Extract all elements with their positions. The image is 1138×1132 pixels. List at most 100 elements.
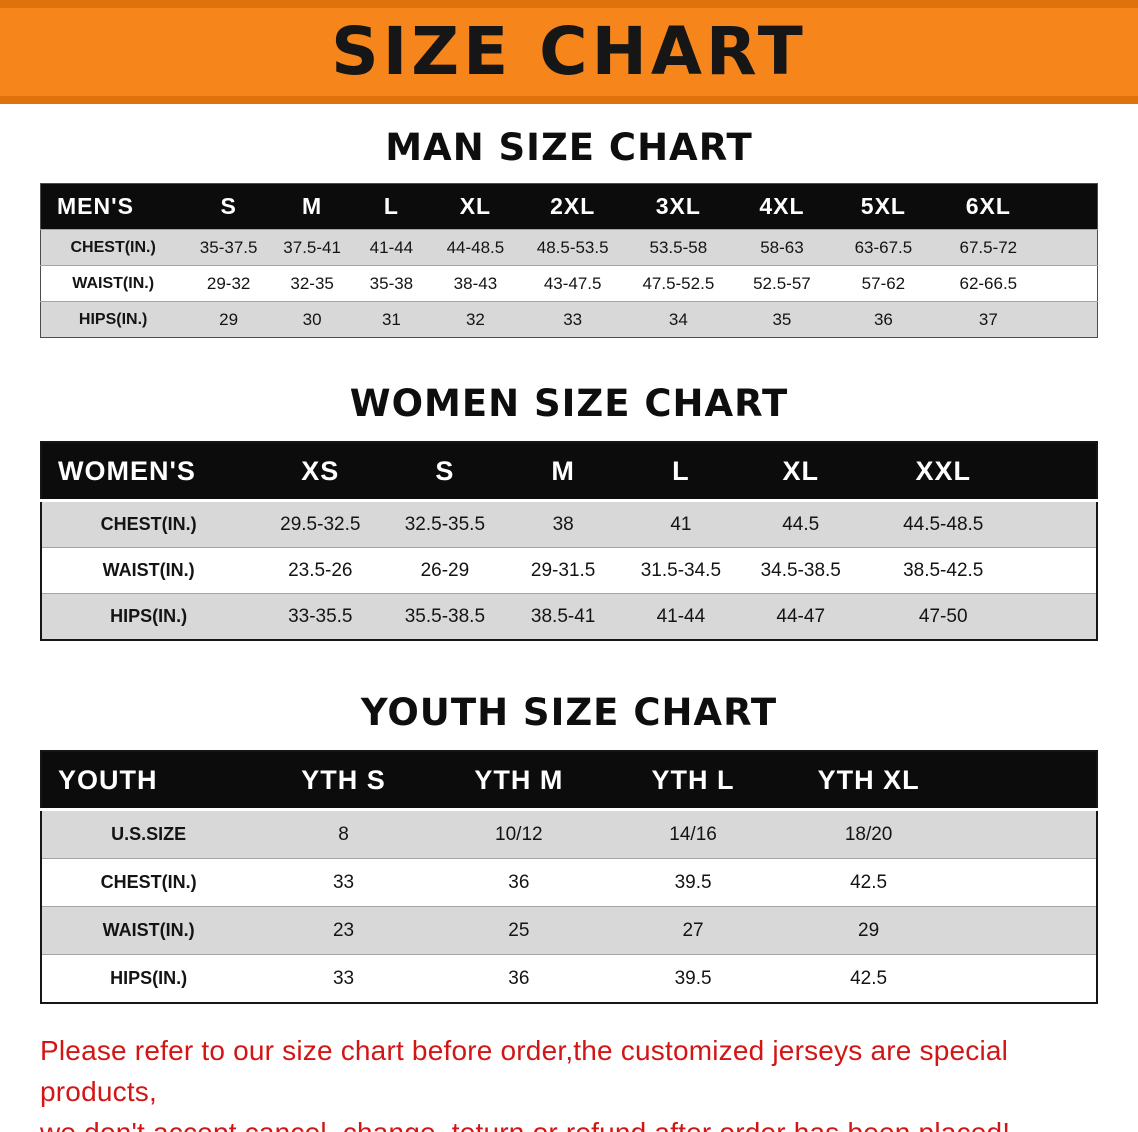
size-value: 33 xyxy=(255,954,432,1003)
size-column-header: S xyxy=(185,183,272,230)
size-column-header: 3XL xyxy=(624,183,732,230)
size-value: 32-35 xyxy=(271,265,353,302)
size-value: 37 xyxy=(934,301,1098,338)
size-value: 23.5-26 xyxy=(255,547,386,594)
size-value: 33 xyxy=(255,858,432,907)
size-value: 35.5-38.5 xyxy=(385,593,505,640)
size-value: 18/20 xyxy=(780,809,1097,859)
disclaimer-line-1: Please refer to our size chart before or… xyxy=(40,1035,1009,1107)
size-column-header: M xyxy=(271,183,353,230)
youth-size-table: YOUTH YTH S YTH M YTH L YTH XL U.S.SIZE 8 10/12… xyxy=(40,750,1098,1004)
size-table: MEN'S S M L XL 2XL 3XL 4XL 5XL 6XL CHEST(IN.) 35-37… xyxy=(40,183,1098,338)
size-column-header: 4XL xyxy=(731,183,833,230)
measurement-label: WAIST(IN.) xyxy=(41,906,256,955)
header-row: MEN'S S M L XL 2XL 3XL 4XL 5XL 6XL xyxy=(40,183,1098,230)
size-value: 36 xyxy=(431,858,606,907)
size-column-header: XS xyxy=(255,442,386,502)
page-title: SIZE CHART xyxy=(331,13,807,90)
table-row: CHEST(IN.) 33 36 39.5 42.5 xyxy=(41,858,1097,907)
size-value: 31 xyxy=(352,301,431,338)
size-value: 32 xyxy=(430,301,521,338)
size-value: 53.5-58 xyxy=(624,229,732,266)
size-value: 29-31.5 xyxy=(504,547,622,594)
size-value: 33-35.5 xyxy=(255,593,386,640)
men-size-table: MEN'S S M L XL 2XL 3XL 4XL 5XL 6XL CHEST(IN.) 35-37… xyxy=(40,183,1098,338)
disclaimer: Please refer to our size chart before or… xyxy=(40,1030,1098,1132)
table-row: CHEST(IN.) 35-37.5 37.5-41 41-44 44-48.5 48.5… xyxy=(40,229,1098,266)
size-column-header: 5XL xyxy=(832,183,935,230)
size-value: 42.5 xyxy=(780,954,1097,1003)
measurement-label: CHEST(IN.) xyxy=(41,858,256,907)
size-value: 29 xyxy=(780,906,1097,955)
size-value: 39.5 xyxy=(605,858,781,907)
header-row: YOUTH YTH S YTH M YTH L YTH XL xyxy=(41,751,1097,811)
size-value: 29-32 xyxy=(185,265,272,302)
size-table: YOUTH YTH S YTH M YTH L YTH XL U.S.SIZE 8 10/12… xyxy=(40,750,1098,1004)
size-value: 25 xyxy=(431,906,606,955)
measurement-label: U.S.SIZE xyxy=(41,809,256,859)
table-row: HIPS(IN.) 29 30 31 32 33 34 35 36 37 xyxy=(40,301,1098,338)
size-column-header: XXL xyxy=(861,442,1097,502)
size-value: 29 xyxy=(185,301,272,338)
banner: SIZE CHART xyxy=(0,0,1138,104)
size-value: 44.5 xyxy=(740,500,862,548)
size-value: 58-63 xyxy=(731,229,833,266)
size-value: 41-44 xyxy=(621,593,741,640)
measurement-label: HIPS(IN.) xyxy=(41,593,256,640)
table-row: CHEST(IN.) 29.5-32.5 32.5-35.5 38 41 44.5 44.5… xyxy=(41,500,1097,548)
table-title-cell: YOUTH xyxy=(41,751,256,811)
size-value: 37.5-41 xyxy=(271,229,353,266)
size-column-header: L xyxy=(621,442,741,502)
size-column-header: L xyxy=(352,183,431,230)
size-value: 34 xyxy=(624,301,732,338)
size-value: 36 xyxy=(431,954,606,1003)
size-value: 63-67.5 xyxy=(832,229,935,266)
size-column-header: YTH S xyxy=(255,751,432,811)
table-row: WAIST(IN.) 23 25 27 29 xyxy=(41,906,1097,955)
size-value: 62-66.5 xyxy=(934,265,1098,302)
size-value: 48.5-53.5 xyxy=(520,229,625,266)
size-column-header: M xyxy=(504,442,622,502)
measurement-label: HIPS(IN.) xyxy=(40,301,186,338)
women-size-table: WOMEN'S XS S M L XL XXL CHEST(IN.) 29.5-32.5 32.5… xyxy=(40,441,1098,641)
table-row: WAIST(IN.) 29-32 32-35 35-38 38-43 43-47.5 47.… xyxy=(40,265,1098,302)
disclaimer-line-2: we don't accept cancel, change, teturn o… xyxy=(40,1112,1098,1132)
measurement-label: WAIST(IN.) xyxy=(41,547,256,594)
size-column-header: S xyxy=(385,442,505,502)
table-row: HIPS(IN.) 33-35.5 35.5-38.5 38.5-41 41-44 44-… xyxy=(41,593,1097,640)
measurement-label: CHEST(IN.) xyxy=(40,229,186,266)
size-column-header: YTH XL xyxy=(780,751,1097,811)
size-value: 29.5-32.5 xyxy=(255,500,386,548)
size-value: 38-43 xyxy=(430,265,521,302)
size-value: 44-47 xyxy=(740,593,862,640)
size-value: 14/16 xyxy=(605,809,781,859)
size-value: 31.5-34.5 xyxy=(621,547,741,594)
size-value: 47-50 xyxy=(861,593,1097,640)
size-value: 8 xyxy=(255,809,432,859)
size-value: 52.5-57 xyxy=(731,265,833,302)
youth-section-heading: YOUTH SIZE CHART xyxy=(360,691,778,734)
size-column-header: YTH L xyxy=(605,751,781,811)
size-value: 23 xyxy=(255,906,432,955)
size-value: 38.5-41 xyxy=(504,593,622,640)
size-column-header: XL xyxy=(740,442,862,502)
size-value: 44.5-48.5 xyxy=(861,500,1097,548)
table-row: HIPS(IN.) 33 36 39.5 42.5 xyxy=(41,954,1097,1003)
size-column-header: XL xyxy=(430,183,521,230)
size-value: 30 xyxy=(271,301,353,338)
measurement-label: WAIST(IN.) xyxy=(40,265,186,302)
table-title-cell: WOMEN'S xyxy=(41,442,256,502)
measurement-label: HIPS(IN.) xyxy=(41,954,256,1003)
size-value: 32.5-35.5 xyxy=(385,500,505,548)
size-value: 42.5 xyxy=(780,858,1097,907)
women-section-heading: WOMEN SIZE CHART xyxy=(349,382,789,425)
size-value: 35-38 xyxy=(352,265,431,302)
size-table: WOMEN'S XS S M L XL XXL CHEST(IN.) 29.5-32.5 32.5… xyxy=(40,441,1098,641)
table-row: WAIST(IN.) 23.5-26 26-29 29-31.5 31.5-34.5 34… xyxy=(41,547,1097,594)
table-row: U.S.SIZE 8 10/12 14/16 18/20 xyxy=(41,809,1097,859)
size-value: 47.5-52.5 xyxy=(624,265,732,302)
table-title-cell: MEN'S xyxy=(40,183,186,230)
size-value: 27 xyxy=(605,906,781,955)
header-row: WOMEN'S XS S M L XL XXL xyxy=(41,442,1097,502)
size-column-header: 2XL xyxy=(520,183,625,230)
